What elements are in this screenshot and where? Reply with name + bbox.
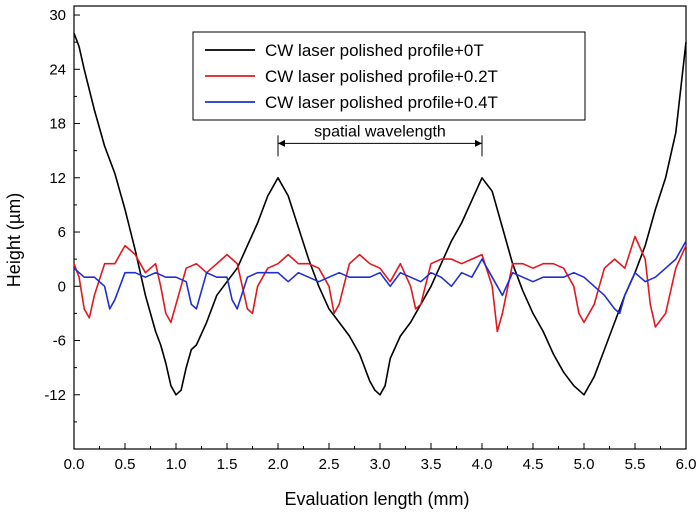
x-tick-label: 2.0 xyxy=(268,456,289,473)
series-line-1 xyxy=(73,235,687,333)
y-axis-title: Height (µm) xyxy=(4,193,24,287)
wavelength-annotation: spatial wavelength xyxy=(277,123,483,157)
y-tick-label: 24 xyxy=(49,61,66,78)
legend-label-0: CW laser polished profile+0T xyxy=(265,41,484,60)
x-tick-label: 1.0 xyxy=(166,456,187,473)
annotation-left-arrow xyxy=(278,139,285,147)
y-tick-label: 12 xyxy=(49,170,66,187)
x-tick-label: 0.0 xyxy=(64,456,85,473)
x-tick-label: 4.5 xyxy=(523,456,544,473)
series-line-2 xyxy=(73,240,687,315)
y-tick-label: 0 xyxy=(58,278,66,295)
x-tick-label: 5.0 xyxy=(574,456,595,473)
legend: CW laser polished profile+0T CW laser pol… xyxy=(192,31,586,121)
annotation-right-arrow xyxy=(475,139,482,147)
y-tick-label: -6 xyxy=(53,333,66,350)
x-tick-label: 4.0 xyxy=(472,456,493,473)
series-layer xyxy=(73,32,687,396)
legend-box xyxy=(192,31,586,121)
series-line-0 xyxy=(73,32,687,396)
x-tick-label: 1.5 xyxy=(217,456,238,473)
annotation-label: spatial wavelength xyxy=(314,123,446,140)
x-tick-label: 6.0 xyxy=(676,456,697,473)
x-tick-label: 5.5 xyxy=(625,456,646,473)
x-tick-label: 0.5 xyxy=(115,456,136,473)
y-tick-label: 6 xyxy=(58,224,66,241)
y-tick-label: -12 xyxy=(44,387,66,404)
x-tick-label: 2.5 xyxy=(319,456,340,473)
y-tick-label: 30 xyxy=(49,7,66,24)
legend-label-2: CW laser polished profile+0.4T xyxy=(265,93,498,112)
legend-label-1: CW laser polished profile+0.2T xyxy=(265,67,498,86)
x-axis-title: Evaluation length (mm) xyxy=(284,489,469,509)
y-tick-label: 18 xyxy=(49,116,66,133)
x-tick-label: 3.0 xyxy=(370,456,391,473)
axis-ticks: 0.0 0.5 1.0 1.5 2.0 2.5 3.0 3.5 4.0 4.5 5.0 5.5 6.0 -… xyxy=(44,7,696,473)
x-tick-label: 3.5 xyxy=(421,456,442,473)
